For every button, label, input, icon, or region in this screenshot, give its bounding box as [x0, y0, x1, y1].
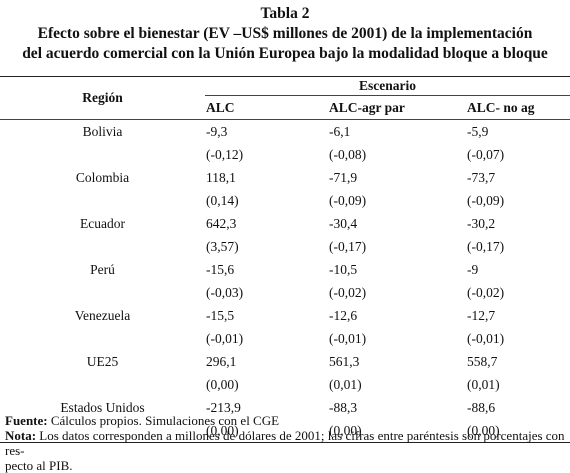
pct-alc-no-ag: (0,00): [467, 422, 500, 438]
table-row-pct: (-0,01) (-0,01) (-0,01): [0, 327, 570, 350]
value-alc: 296,1: [206, 353, 237, 369]
value-alc-no-ag: -30,2: [467, 215, 496, 231]
value-alc-agr-par: -6,1: [329, 123, 351, 139]
table-row-pct: (0,00) (0,01) (0,01): [0, 373, 570, 396]
value-alc-no-ag: -12,7: [467, 307, 496, 323]
column-header-alc-agr-par: ALC-agr par: [329, 99, 405, 115]
title-line-2: del acuerdo comercial con la Unión Europ…: [22, 45, 548, 62]
column-header-alc-no-ag: ALC- no ag: [467, 99, 535, 115]
pct-alc-agr-par: (0,00): [329, 422, 362, 438]
region-header: Región: [82, 90, 123, 105]
value-alc: -15,5: [206, 307, 235, 323]
table-row: Estados Unidos -213,9 -88,3 -88,6: [0, 396, 570, 419]
region-name: Estados Unidos: [60, 399, 145, 415]
pct-alc: (-0,12): [206, 146, 244, 162]
table-row: Bolivia -9,3 -6,1 -5,9: [0, 119, 570, 144]
table-row-pct: (-0,12) (-0,08) (-0,07): [0, 143, 570, 166]
table-row: Ecuador 642,3 -30,4 -30,2: [0, 212, 570, 235]
pct-alc-agr-par: (-0,08): [329, 146, 367, 162]
table-body: Bolivia -9,3 -6,1 -5,9 (-0,12) (-0,08) (…: [0, 119, 570, 443]
value-alc-no-ag: -73,7: [467, 169, 496, 185]
pct-alc-no-ag: (-0,02): [467, 284, 505, 300]
region-name: Venezuela: [74, 307, 131, 323]
note-text: Los datos corresponden a millones de dól…: [5, 428, 565, 458]
source-label: Fuente:: [5, 413, 48, 428]
pct-alc-agr-par: (-0,02): [329, 284, 367, 300]
value-alc: -213,9: [206, 399, 241, 415]
table-title: Tabla 2 Efecto sobre el bienestar (EV –U…: [0, 0, 570, 64]
value-alc: -15,6: [206, 261, 235, 277]
value-alc-agr-par: -12,6: [329, 307, 358, 323]
table-row-pct: (-0,03) (-0,02) (-0,02): [0, 281, 570, 304]
title-line-1: Efecto sobre el bienestar (EV –US$ millo…: [37, 25, 533, 42]
pct-alc-agr-par: (-0,17): [329, 238, 367, 254]
pct-alc: (3,57): [206, 238, 239, 254]
value-alc-no-ag: 558,7: [467, 353, 498, 369]
value-alc-no-ag: -88,6: [467, 399, 496, 415]
value-alc-agr-par: -10,5: [329, 261, 358, 277]
general-note-continued: pecto al PIB.: [5, 458, 73, 473]
note-label: Nota:: [5, 428, 37, 443]
table-notes: Fuente: Cálculos propios. Simulaciones c…: [5, 413, 565, 473]
pct-alc: (0,14): [206, 192, 239, 208]
general-note: Nota: Los datos corresponden a millones …: [5, 428, 565, 458]
table-row-pct: (0,14) (-0,09) (-0,09): [0, 189, 570, 212]
value-alc-agr-par: -30,4: [329, 215, 358, 231]
region-name: UE25: [86, 353, 119, 369]
pct-alc-no-ag: (-0,07): [467, 146, 505, 162]
pct-alc-no-ag: (-0,01): [467, 330, 505, 346]
value-alc-agr-par: 561,3: [329, 353, 360, 369]
pct-alc: (0,00): [206, 422, 239, 438]
pct-alc-agr-par: (0,01): [329, 376, 362, 392]
value-alc-no-ag: -9: [467, 261, 479, 277]
table-row: Colombia 118,1 -71,9 -73,7: [0, 166, 570, 189]
scenario-header: Escenario: [359, 78, 416, 94]
pct-alc: (-0,01): [206, 330, 244, 346]
value-alc: 118,1: [206, 169, 236, 185]
pct-alc: (0,00): [206, 376, 239, 392]
region-name: Bolivia: [82, 123, 123, 139]
value-alc-agr-par: -71,9: [329, 169, 358, 185]
value-alc-no-ag: -5,9: [467, 123, 489, 139]
pct-alc-no-ag: (0,01): [467, 376, 500, 392]
pct-alc-no-ag: (-0,09): [467, 192, 505, 208]
table-row: Perú -15,6 -10,5 -9: [0, 258, 570, 281]
table-row-pct: (3,57) (-0,17) (-0,17): [0, 235, 570, 258]
table-row: UE25 296,1 561,3 558,7: [0, 350, 570, 373]
region-name: Colombia: [75, 169, 130, 185]
source-text: Cálculos propios. Simulaciones con el CG…: [47, 413, 280, 428]
table-row: Venezuela -15,5 -12,6 -12,7: [0, 304, 570, 327]
region-name: Ecuador: [80, 215, 125, 231]
region-name: Perú: [90, 261, 115, 277]
pct-alc-agr-par: (-0,09): [329, 192, 367, 208]
table-row-pct: (0,00) (0,00) (0,00): [0, 419, 570, 443]
pct-alc: (-0,03): [206, 284, 244, 300]
welfare-table: Región Escenario ALC ALC-agr par ALC- no…: [0, 76, 570, 443]
value-alc-agr-par: -88,3: [329, 399, 358, 415]
pct-alc-no-ag: (-0,17): [467, 238, 505, 254]
value-alc: 642,3: [206, 215, 237, 231]
source-note: Fuente: Cálculos propios. Simulaciones c…: [5, 413, 565, 428]
column-header-alc: ALC: [206, 99, 235, 115]
value-alc: -9,3: [206, 123, 228, 139]
table-number: Tabla 2: [260, 5, 310, 22]
pct-alc-agr-par: (-0,01): [329, 330, 367, 346]
